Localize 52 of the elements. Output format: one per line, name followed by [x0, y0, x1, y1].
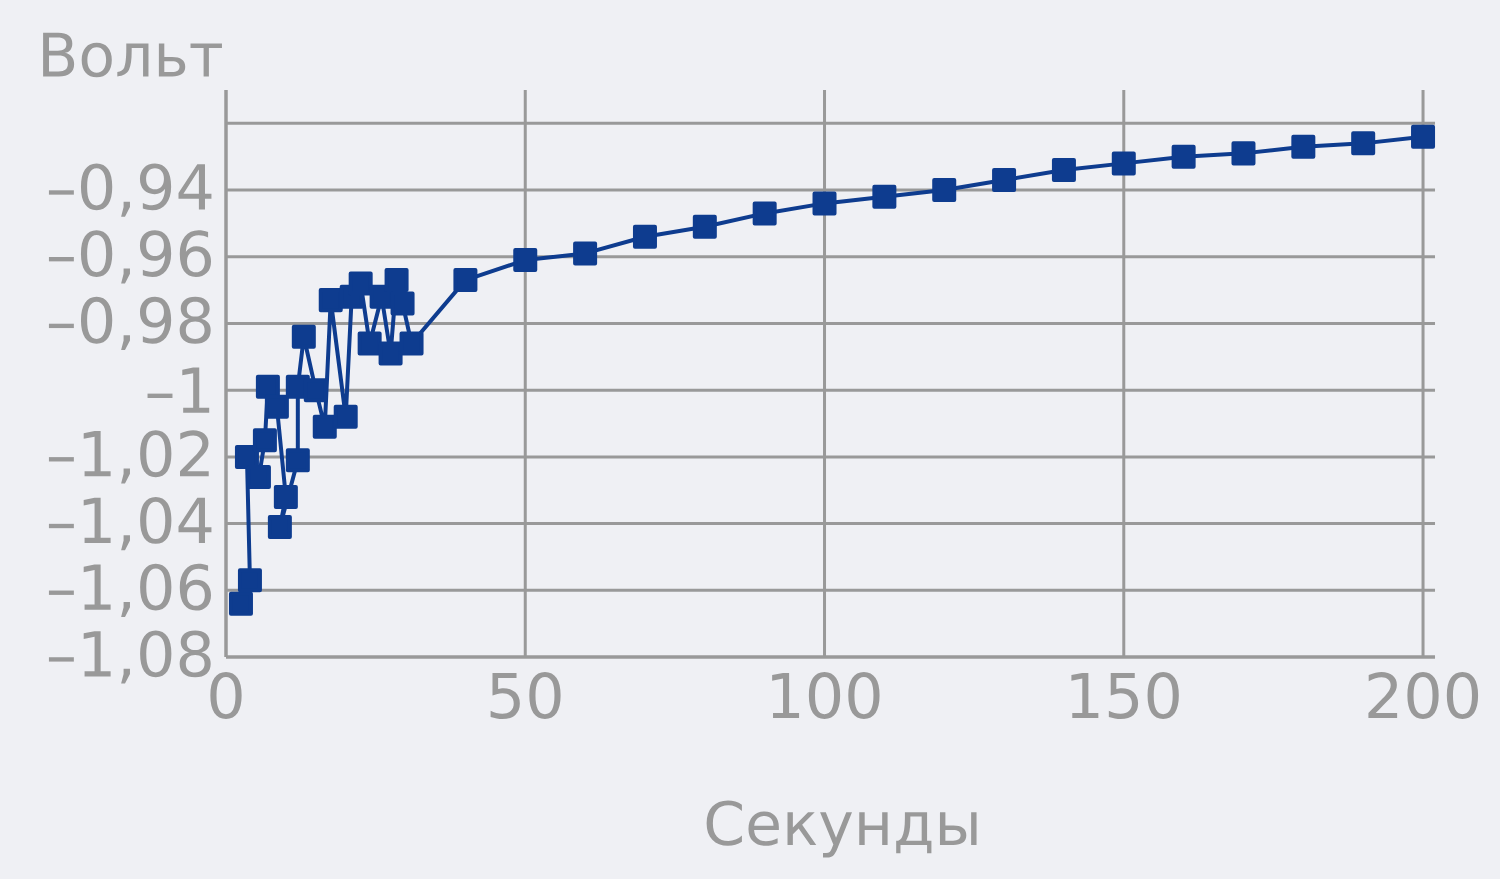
- point: [246, 464, 271, 489]
- point: [252, 428, 277, 453]
- point: [513, 248, 538, 273]
- point: [632, 224, 657, 249]
- point: [312, 414, 337, 439]
- point: [573, 241, 598, 266]
- point: [812, 191, 837, 216]
- point: [333, 404, 358, 429]
- point: [1051, 158, 1076, 183]
- point: [932, 178, 957, 203]
- point: [399, 331, 424, 356]
- point: [872, 184, 897, 209]
- point: [1291, 134, 1316, 159]
- x-tick-label: 200: [1368, 672, 1479, 719]
- point: [228, 591, 253, 616]
- y-tick-label: –1,06: [48, 563, 211, 617]
- point: [255, 374, 280, 399]
- point: [348, 271, 373, 296]
- point: [1351, 131, 1376, 156]
- point: [453, 268, 478, 293]
- point: [303, 378, 328, 403]
- y-tick-label: –1,08: [48, 630, 211, 684]
- x-tick-label: 100: [772, 672, 880, 719]
- y-tick-label: –0,98: [48, 296, 211, 351]
- point: [357, 331, 382, 356]
- point: [285, 448, 310, 473]
- point: [1231, 141, 1256, 166]
- point: [384, 268, 409, 293]
- point: [378, 341, 403, 366]
- x-axis-title: Секунды: [706, 800, 977, 858]
- point: [692, 214, 717, 239]
- x-tick-label: 150: [1071, 672, 1179, 719]
- point: [390, 291, 415, 316]
- point: [264, 394, 289, 419]
- x-tick-label: 0: [210, 672, 242, 719]
- point: [237, 568, 262, 593]
- point: [273, 484, 298, 509]
- y-tick-label: –1,02: [48, 430, 209, 484]
- point: [318, 288, 343, 313]
- point: [992, 168, 1017, 193]
- x-tick-label: 50: [490, 672, 561, 719]
- y-tick-label: –1: [147, 367, 210, 413]
- point: [267, 514, 292, 539]
- point: [291, 324, 316, 349]
- y-tick-label: –0,96: [48, 230, 211, 284]
- point: [1171, 144, 1196, 169]
- y-axis-title: Вольт: [43, 32, 222, 78]
- point: [1411, 124, 1436, 149]
- y-tick-label: –1,04: [48, 496, 212, 551]
- point: [752, 201, 777, 226]
- y-tick-label: –0,94: [48, 163, 212, 217]
- point: [1111, 151, 1136, 176]
